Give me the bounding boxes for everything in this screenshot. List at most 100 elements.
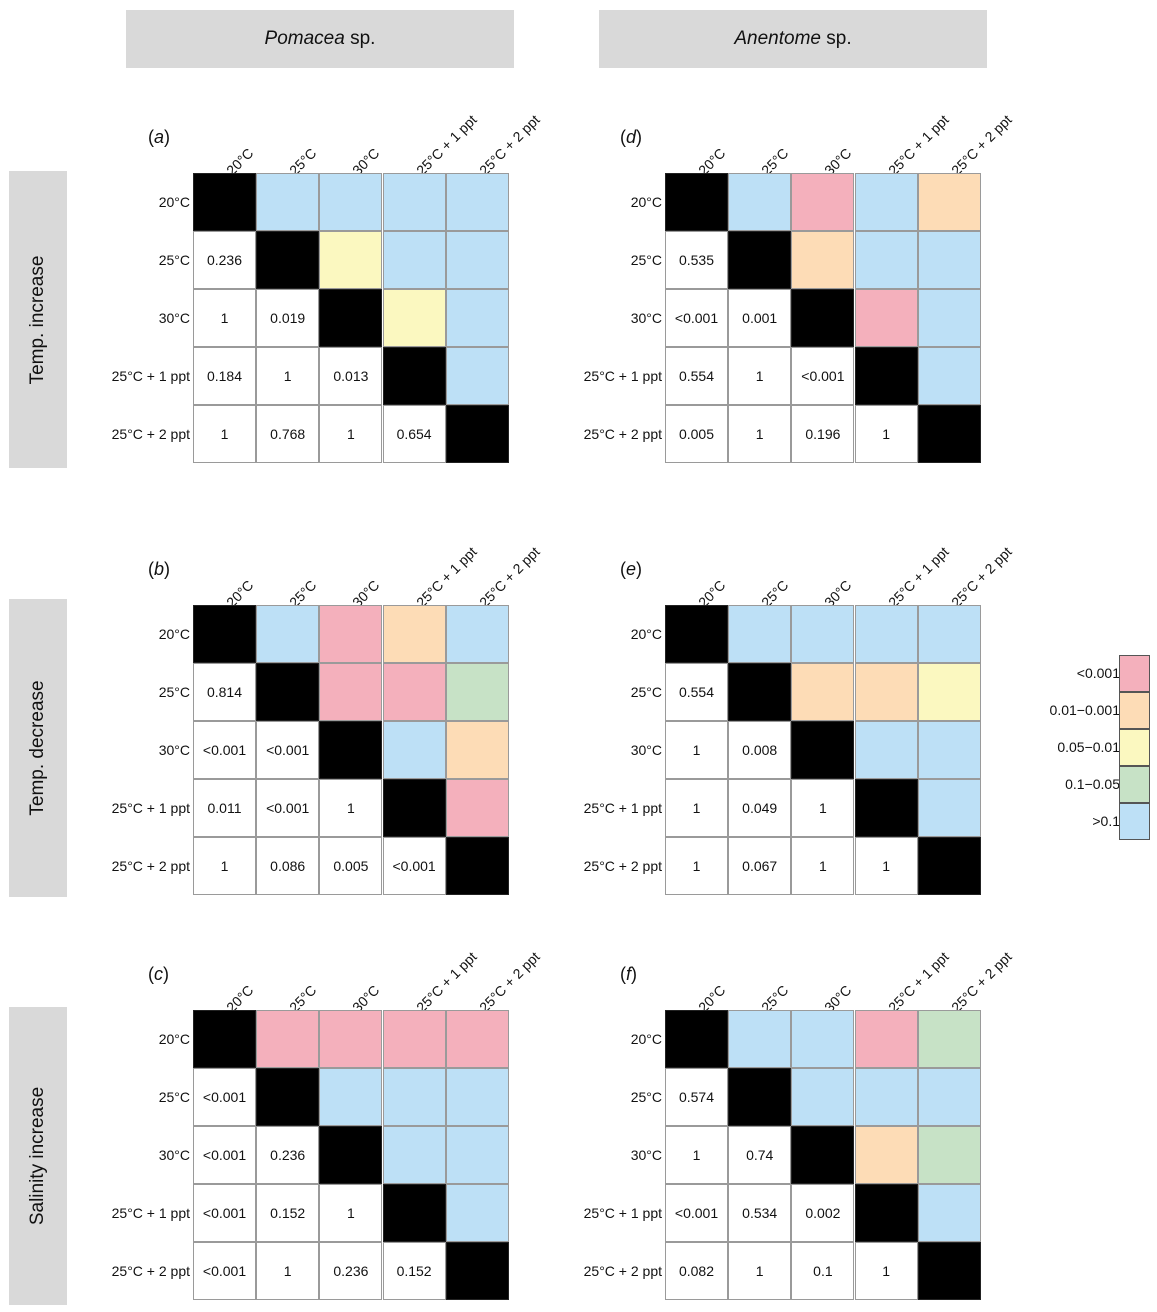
diagonal-cell: [728, 663, 792, 721]
legend-label: 0.1−0.05: [1065, 776, 1120, 792]
significance-color-cell: [445, 1184, 509, 1242]
significance-color-cell: [854, 1010, 918, 1068]
significance-color-cell: [319, 1068, 383, 1126]
diagonal-cell: [665, 173, 728, 231]
p-value-cell: <0.001: [193, 721, 256, 779]
significance-color-cell: [319, 231, 383, 289]
significance-color-cell: [791, 663, 855, 721]
diagonal-cell: [854, 1184, 918, 1242]
p-value-cell: 0.534: [728, 1184, 792, 1242]
legend-item: 0.1−0.05: [1015, 766, 1150, 803]
significance-color-cell: [445, 1068, 509, 1126]
panel-label: (d): [620, 127, 643, 147]
row-label: 25°C + 1 ppt: [583, 368, 662, 384]
diagonal-cell: [319, 721, 383, 779]
significance-color-cell: [319, 173, 383, 231]
p-value-cell: 1: [256, 1242, 320, 1300]
legend-item: >0.1: [1015, 803, 1150, 840]
p-value-cell: 0.005: [665, 405, 728, 463]
row-label: 25°C + 1 ppt: [111, 368, 190, 384]
significance-color-cell: [445, 289, 509, 347]
p-value-cell: 1: [854, 837, 918, 895]
diagonal-cell: [665, 1010, 728, 1068]
legend-swatch: [1119, 655, 1150, 692]
p-value-cell: 1: [256, 347, 320, 405]
legend-swatch: [1119, 692, 1150, 729]
p-value-cell: <0.001: [665, 1184, 728, 1242]
column-label: 25°C + 2 ppt: [475, 111, 543, 179]
p-value-cell: 1: [319, 779, 383, 837]
significance-color-cell: [917, 289, 981, 347]
column-label: 25°C + 1 ppt: [884, 948, 952, 1016]
significance-color-cell: [382, 663, 446, 721]
diagonal-cell: [917, 1242, 981, 1300]
p-value-cell: 1: [854, 405, 918, 463]
diagonal-cell: [445, 405, 509, 463]
p-value-cell: 1: [319, 405, 383, 463]
significance-color-cell: [917, 173, 981, 231]
legend-label: 0.01−0.001: [1049, 702, 1120, 718]
column-label: 25°C + 2 ppt: [475, 948, 543, 1016]
p-value-cell: <0.001: [193, 1242, 256, 1300]
p-value-cell: 1: [193, 289, 256, 347]
significance-color-cell: [917, 347, 981, 405]
significance-color-cell: [917, 779, 981, 837]
p-value-cell: 1: [665, 779, 728, 837]
legend-swatch: [1119, 803, 1150, 840]
p-value-cell: 1: [665, 721, 728, 779]
p-value-cell: <0.001: [791, 347, 855, 405]
p-value-cell: <0.001: [193, 1068, 256, 1126]
p-value-cell: 1: [854, 1242, 918, 1300]
p-value-cell: 1: [665, 1126, 728, 1184]
legend-item: <0.001: [1015, 655, 1150, 692]
significance-color-cell: [382, 1068, 446, 1126]
significance-color-cell: [382, 289, 446, 347]
p-value-cell: <0.001: [193, 1184, 256, 1242]
legend-swatch: [1119, 766, 1150, 803]
species-header-anentome: Anentome sp.: [599, 10, 987, 68]
significance-color-cell: [382, 173, 446, 231]
diagonal-cell: [791, 721, 855, 779]
significance-color-cell: [319, 663, 383, 721]
p-value-cell: <0.001: [256, 779, 320, 837]
column-label: 25°C + 1 ppt: [412, 948, 480, 1016]
significance-color-cell: [917, 231, 981, 289]
significance-color-cell: [382, 605, 446, 663]
row-label: 20°C: [630, 1031, 662, 1047]
p-value-cell: 0.001: [728, 289, 792, 347]
significance-color-cell: [319, 1010, 383, 1068]
row-header-temp-increase: Temp. increase: [9, 171, 67, 468]
row-label: 25°C + 2 ppt: [583, 1263, 662, 1279]
row-header-salinity-increase: Salinity increase: [9, 1007, 67, 1305]
legend-item: 0.05−0.01: [1015, 729, 1150, 766]
significance-color-cell: [791, 1010, 855, 1068]
row-label: 20°C: [630, 626, 662, 642]
significance-color-cell: [445, 721, 509, 779]
p-value-cell: 0.236: [319, 1242, 383, 1300]
diagonal-cell: [193, 173, 256, 231]
column-label: 25°C + 2 ppt: [947, 543, 1015, 611]
significance-color-cell: [445, 779, 509, 837]
p-value-cell: 0.002: [791, 1184, 855, 1242]
panel-label: (c): [148, 964, 169, 984]
p-value-cell: 1: [791, 779, 855, 837]
p-value-cell: <0.001: [193, 1126, 256, 1184]
p-value-cell: 0.184: [193, 347, 256, 405]
diagonal-cell: [917, 837, 981, 895]
significance-color-cell: [728, 173, 792, 231]
row-label: 30°C: [158, 742, 190, 758]
significance-color-cell: [382, 1010, 446, 1068]
significance-color-cell: [445, 231, 509, 289]
significance-color-cell: [445, 1010, 509, 1068]
p-value-cell: 0.152: [256, 1184, 320, 1242]
p-value-cell: 0.013: [319, 347, 383, 405]
column-label: 25°C + 2 ppt: [947, 111, 1015, 179]
legend-label: 0.05−0.01: [1057, 739, 1120, 755]
species-header-pomacea: Pomacea sp.: [126, 10, 514, 68]
column-label: 25°C + 1 ppt: [412, 111, 480, 179]
significance-color-cell: [854, 663, 918, 721]
p-value-cell: <0.001: [256, 721, 320, 779]
significance-color-cell: [917, 721, 981, 779]
diagonal-cell: [319, 289, 383, 347]
significance-color-cell: [256, 173, 320, 231]
